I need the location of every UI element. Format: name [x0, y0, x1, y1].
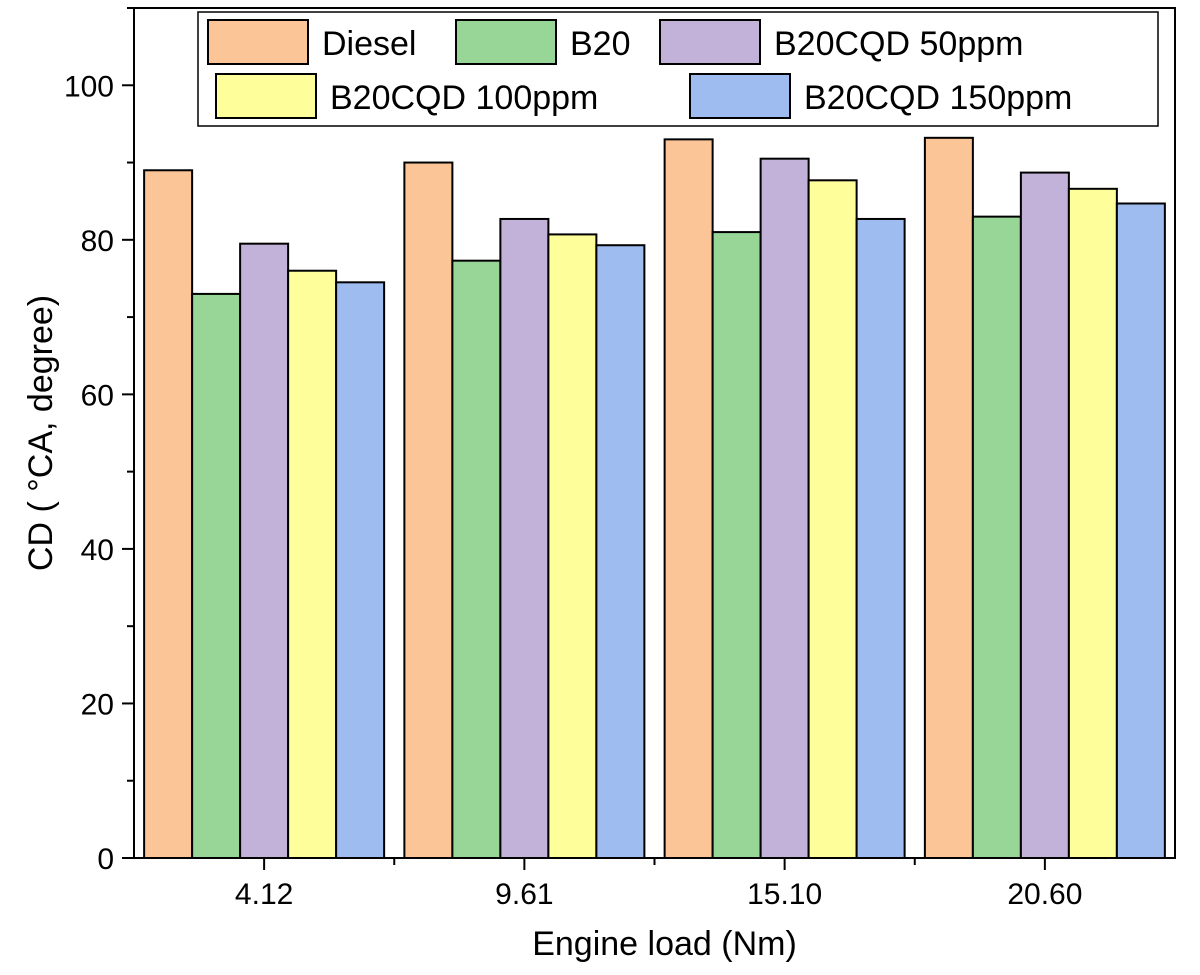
- legend-label-diesel: Diesel: [322, 25, 416, 63]
- bar-b20cqd-50ppm-9.61: [499, 217, 550, 860]
- y-tick-label-100: 100: [64, 70, 114, 103]
- y-tick-label-0: 0: [97, 843, 114, 876]
- bars-layer: [143, 136, 1166, 860]
- bar-diesel-4.12: [143, 169, 194, 860]
- y-tick-label-20: 20: [81, 688, 114, 721]
- bar-b20cqd-50ppm-15.10: [759, 157, 810, 859]
- bar-b20-15.10: [711, 231, 762, 860]
- y-tick-label-80: 80: [81, 225, 114, 258]
- bar-b20cqd-50ppm-20.60: [1019, 171, 1070, 860]
- y-tick-label-60: 60: [81, 379, 114, 412]
- bar-b20cqd-100ppm-20.60: [1067, 187, 1118, 859]
- bar-b20cqd-150ppm-15.10: [855, 217, 906, 860]
- legend-swatch-diesel: [207, 19, 309, 65]
- ticks-layer: 0 20 40 60 80 100 4.12 9.61 15.10 20.60: [64, 7, 1082, 911]
- x-axis-label: Engine load (Nm): [532, 925, 797, 963]
- legend-label-b20cqd-100ppm: B20CQD 100ppm: [330, 79, 598, 117]
- bar-diesel-20.60: [923, 136, 974, 859]
- x-tick-label-9.61: 9.61: [495, 878, 553, 911]
- bar-b20-9.61: [451, 259, 502, 859]
- y-axis-label: CD ( °CA, degree): [22, 295, 60, 571]
- bar-b20-4.12: [191, 292, 242, 859]
- bar-diesel-15.10: [663, 138, 714, 859]
- legend-label-b20cqd-50ppm: B20CQD 50ppm: [774, 25, 1023, 63]
- bar-b20cqd-100ppm-15.10: [807, 179, 858, 859]
- x-tick-label-20.60: 20.60: [1007, 878, 1082, 911]
- bar-b20cqd-100ppm-9.61: [547, 233, 598, 859]
- bar-diesel-9.61: [403, 161, 454, 859]
- bar-b20cqd-50ppm-4.12: [239, 242, 290, 859]
- legend-swatch-b20: [455, 19, 557, 65]
- bar-b20cqd-150ppm-9.61: [595, 244, 646, 859]
- bar-b20cqd-100ppm-4.12: [287, 269, 338, 859]
- y-tick-label-40: 40: [81, 534, 114, 567]
- x-tick-label-15.10: 15.10: [747, 878, 822, 911]
- legend-swatch-b20cqd-150ppm: [689, 73, 791, 119]
- bar-b20-20.60: [971, 215, 1022, 860]
- legend-label-b20cqd-150ppm: B20CQD 150ppm: [804, 79, 1072, 117]
- legend-swatch-b20cqd-50ppm: [659, 19, 761, 65]
- legend: Diesel B20 B20CQD 50ppm B20CQD 100ppm B20CQD…: [197, 11, 1159, 127]
- x-tick-label-4.12: 4.12: [235, 878, 293, 911]
- legend-swatch-b20cqd-100ppm: [215, 73, 317, 119]
- bar-b20cqd-150ppm-4.12: [335, 281, 386, 859]
- legend-label-b20: B20: [570, 25, 631, 63]
- bar-b20cqd-150ppm-20.60: [1115, 202, 1166, 859]
